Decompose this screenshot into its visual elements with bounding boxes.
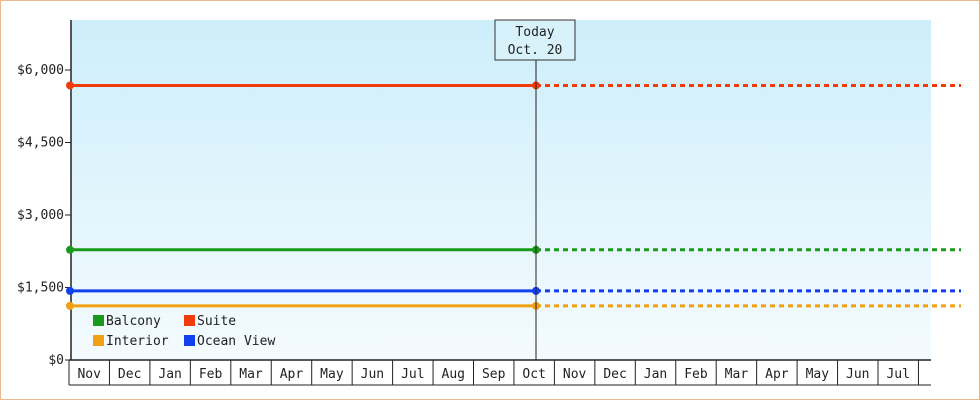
month-label: Nov	[563, 367, 587, 382]
month-label: Feb	[684, 367, 708, 382]
month-label: Feb	[199, 367, 223, 382]
month-label: Apr	[280, 367, 304, 382]
plot-area	[71, 20, 931, 360]
legend-swatch	[184, 315, 195, 326]
month-label: Dec	[118, 367, 141, 382]
y-tick-label: $3,000	[17, 208, 64, 223]
series-lines	[66, 81, 961, 310]
month-label: Nov	[77, 367, 101, 382]
month-label: Mar	[725, 367, 749, 382]
y-tick-label: $6,000	[17, 63, 64, 78]
month-label: May	[320, 367, 344, 382]
x-axis: Nov Dec Jan Feb Mar Apr May Jun Jul Aug Sep Oct Nov D…	[68, 359, 931, 386]
today-marker: Today Oct. 20	[494, 19, 576, 360]
month-label: Jun	[361, 367, 384, 382]
legend-swatch	[93, 335, 104, 346]
month-label: May	[806, 367, 830, 382]
month-label: Aug	[442, 367, 465, 382]
y-tick-label: $4,500	[17, 136, 64, 151]
month-label: Jan	[644, 367, 667, 382]
series-point	[66, 245, 74, 254]
month-label: Jul	[401, 367, 424, 382]
y-tick-label: $1,500	[17, 281, 64, 296]
month-label: Sep	[482, 367, 506, 382]
month-label: Jul	[886, 367, 909, 382]
month-label: Dec	[603, 367, 626, 382]
today-date: Oct. 20	[508, 43, 563, 58]
legend-label: Suite	[197, 314, 236, 329]
series-point	[66, 286, 74, 295]
legend: Balcony Suite Interior Ocean View	[93, 314, 275, 349]
legend-swatch	[184, 335, 195, 346]
legend-label: Balcony	[106, 314, 161, 329]
today-label: Today	[515, 25, 554, 40]
month-label: Oct	[522, 367, 545, 382]
month-label: Jun	[846, 367, 869, 382]
month-label: Jan	[158, 367, 181, 382]
month-label: Mar	[239, 367, 263, 382]
month-label: Apr	[765, 367, 789, 382]
legend-swatch	[93, 315, 104, 326]
today-box	[494, 19, 576, 61]
y-tick-label: $0	[48, 353, 64, 368]
y-axis: $0 $1,500 $3,000 $4,500 $6,000	[17, 20, 72, 368]
series-point	[66, 81, 74, 90]
series-point	[66, 301, 74, 310]
legend-label: Ocean View	[197, 334, 275, 349]
legend-label: Interior	[106, 334, 169, 349]
